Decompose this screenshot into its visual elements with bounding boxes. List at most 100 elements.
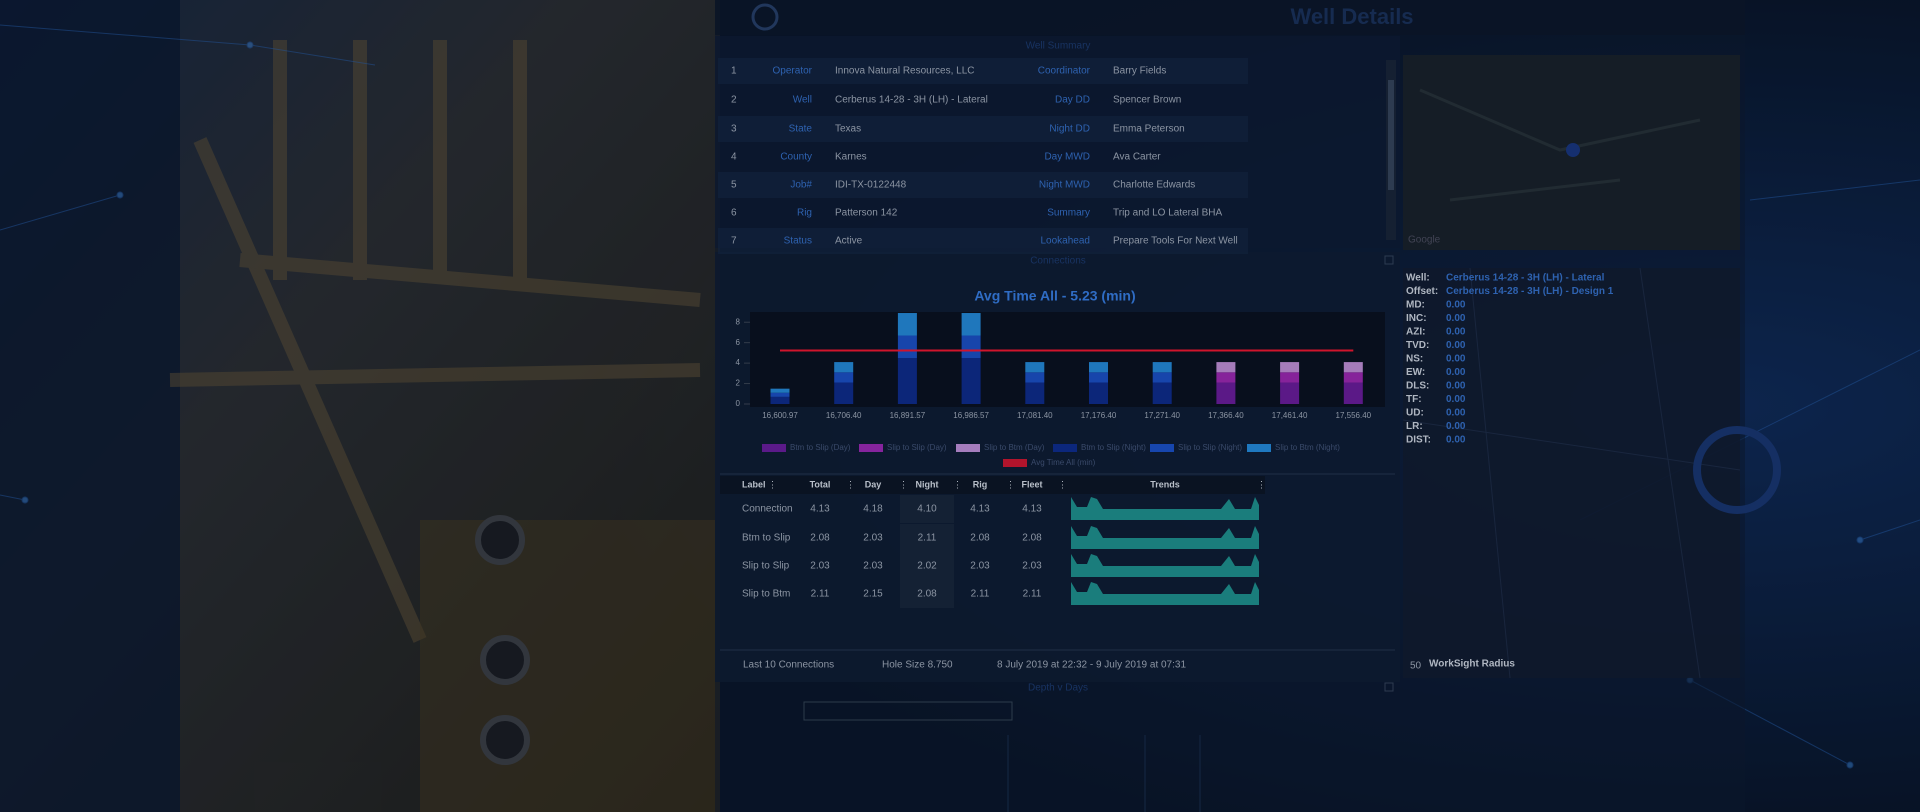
x-tick-label: 17,271.40	[1144, 411, 1180, 420]
column-header: Rig	[973, 479, 988, 489]
row-index: 1	[731, 66, 737, 77]
info-panel	[1403, 268, 1740, 678]
legend-label: Slip to Btm (Day)	[984, 443, 1045, 452]
field-label: Operator	[773, 66, 813, 77]
bar-segment	[897, 335, 917, 358]
column-menu[interactable]: ⋮	[768, 479, 777, 489]
column-header: Day	[865, 479, 882, 489]
panel-title: Connections	[1030, 256, 1086, 267]
column-menu[interactable]: ⋮	[899, 479, 908, 489]
column-menu[interactable]: ⋮	[953, 479, 962, 489]
bar-segment	[1152, 372, 1172, 383]
field-value: Barry Fields	[1113, 66, 1166, 77]
info-label: DIST:	[1406, 435, 1431, 446]
trend-sparkline	[1071, 554, 1259, 577]
column-menu[interactable]: ⋮	[1006, 479, 1015, 489]
field-value: Karnes	[835, 152, 867, 163]
legend-swatch	[762, 444, 786, 452]
bar-segment	[834, 372, 854, 383]
column-menu[interactable]: ⋮	[1257, 479, 1266, 489]
column-menu[interactable]: ⋮	[1058, 479, 1067, 489]
info-label: EW:	[1406, 367, 1425, 378]
legend-swatch	[859, 444, 883, 452]
row-stripe	[718, 116, 1248, 142]
y-tick-label: 4	[736, 358, 741, 367]
bar-segment	[1025, 382, 1045, 404]
row-index: 2	[731, 95, 737, 106]
info-label: MD:	[1406, 300, 1425, 311]
plot-area	[750, 312, 1385, 407]
field-value: Ava Carter	[1113, 152, 1161, 163]
bar-segment	[1025, 372, 1045, 383]
field-label: Night MWD	[1039, 180, 1090, 191]
bar-segment	[1216, 362, 1236, 373]
row-label: Connection	[742, 504, 793, 515]
column-header: Trends	[1150, 479, 1180, 489]
cell-value: 2.03	[970, 561, 990, 572]
info-value: Cerberus 14-28 - 3H (LH) - Design 1	[1446, 286, 1614, 297]
field-value: Texas	[835, 124, 861, 135]
bar-segment	[1089, 372, 1108, 383]
cell-value: 2.02	[917, 561, 937, 572]
info-value: 0.00	[1446, 327, 1466, 338]
cell-value: 2.08	[810, 533, 830, 544]
dropdown[interactable]	[803, 701, 1013, 721]
column-menu[interactable]: ⋮	[846, 479, 855, 489]
panel-title: Depth v Days	[1028, 683, 1088, 694]
expand-button[interactable]	[1384, 682, 1394, 692]
field-value: Emma Peterson	[1113, 124, 1185, 135]
info-label: UD:	[1406, 408, 1424, 419]
bar-segment	[1343, 382, 1363, 404]
legend-label: Btm to Slip (Night)	[1081, 443, 1146, 452]
legend-label: Slip to Slip (Day)	[887, 443, 947, 452]
cell-value: 2.11	[811, 589, 830, 600]
cell-value: 2.08	[970, 533, 990, 544]
field-label: Rig	[797, 208, 812, 219]
info-label: AZI:	[1406, 327, 1425, 338]
legend-swatch	[956, 444, 980, 452]
field-label: Summary	[1047, 208, 1090, 219]
bar-segment	[961, 335, 981, 358]
page-title: Well Details	[1290, 4, 1413, 29]
field-label: Status	[784, 236, 812, 247]
info-label: LR:	[1406, 421, 1423, 432]
night-column	[900, 524, 954, 552]
info-value: 0.00	[1446, 354, 1466, 365]
info-label: TF:	[1406, 394, 1422, 405]
info-value: 0.00	[1446, 435, 1466, 446]
bar-segment	[1025, 362, 1045, 373]
info-value: 0.00	[1446, 394, 1466, 405]
bar-segment	[1343, 372, 1363, 383]
chart-title: Avg Time All - 5.23 (min)	[974, 288, 1135, 304]
row-label: Btm to Slip	[742, 533, 791, 544]
trend-sparkline	[1071, 497, 1259, 520]
footer-text: 8 July 2019 at 22:32 - 9 July 2019 at 07…	[997, 660, 1186, 671]
bar-segment	[897, 313, 917, 336]
legend-label: Btm to Slip (Day)	[790, 443, 851, 452]
bar-segment	[961, 313, 981, 336]
cell-value: 2.08	[1022, 533, 1042, 544]
field-value: Spencer Brown	[1113, 95, 1181, 106]
y-tick-label: 8	[736, 317, 741, 326]
x-tick-label: 16,706.40	[826, 411, 862, 420]
info-value: 0.00	[1446, 313, 1466, 324]
row-stripe	[718, 172, 1248, 198]
info-label: NS:	[1406, 354, 1423, 365]
expand-button[interactable]	[1384, 255, 1394, 265]
info-value: 0.00	[1446, 381, 1466, 392]
scrollbar[interactable]	[1388, 80, 1394, 190]
legend-swatch	[1003, 459, 1027, 467]
field-value: Charlotte Edwards	[1113, 180, 1195, 191]
x-tick-label: 17,366.40	[1208, 411, 1244, 420]
cell-value: 4.10	[917, 504, 937, 515]
info-value: 0.00	[1446, 300, 1466, 311]
field-value: Prepare Tools For Next Well	[1113, 236, 1238, 247]
field-label: Job#	[790, 180, 812, 191]
row-stripe	[718, 58, 1248, 84]
field-label: State	[789, 124, 813, 135]
cell-value: 2.03	[810, 561, 830, 572]
legend-swatch	[1247, 444, 1271, 452]
row-stripe	[718, 228, 1248, 254]
cell-value: 2.08	[917, 589, 937, 600]
field-value: Active	[835, 236, 863, 247]
